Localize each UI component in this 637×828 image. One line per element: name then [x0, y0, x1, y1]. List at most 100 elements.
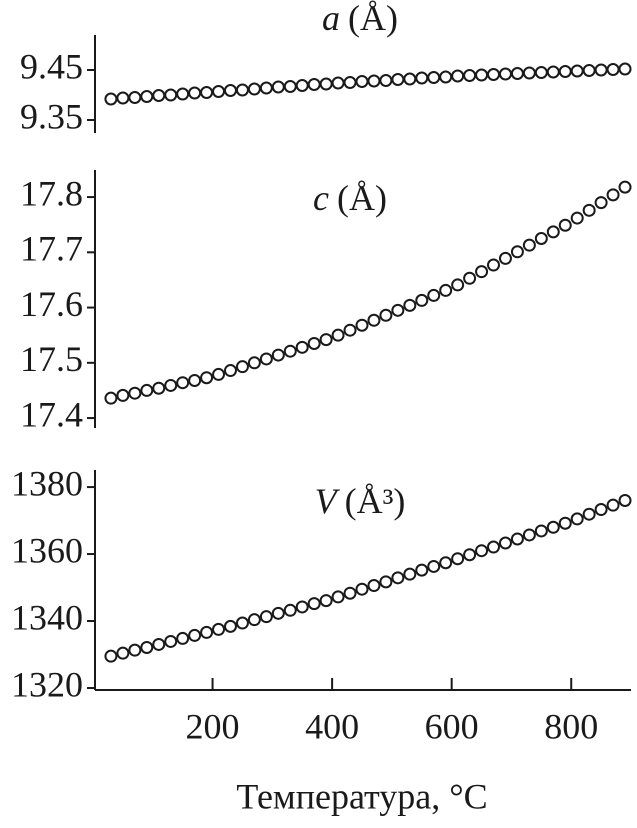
data-point	[415, 71, 429, 85]
data-point	[594, 503, 608, 517]
data-point	[463, 69, 477, 82]
x-tick-label: 600	[425, 706, 479, 746]
y-tick-label: 17.6	[20, 284, 83, 324]
data-point	[391, 73, 405, 86]
data-point	[152, 637, 166, 651]
data-point	[188, 86, 202, 100]
data-point	[475, 265, 489, 279]
data-point	[200, 86, 214, 99]
data-point	[606, 188, 620, 202]
data-point	[343, 323, 357, 337]
data-point	[247, 356, 261, 370]
data-point	[140, 90, 154, 103]
data-point	[307, 336, 321, 350]
data-point	[463, 271, 477, 285]
x-tick-label: 400	[305, 706, 359, 746]
data-point	[510, 67, 524, 80]
data-point	[546, 520, 560, 534]
data-point	[403, 72, 417, 86]
data-point	[570, 211, 584, 225]
data-point	[534, 66, 548, 79]
data-point	[212, 622, 226, 636]
data-point	[259, 610, 273, 624]
panel-title: a (Å)	[322, 0, 398, 38]
data-point	[259, 352, 273, 366]
data-point	[498, 536, 512, 550]
data-point	[164, 634, 178, 648]
data-point	[498, 67, 512, 81]
data-point	[128, 643, 142, 657]
data-point	[427, 559, 441, 573]
data-point	[606, 498, 620, 512]
data-point	[319, 77, 333, 91]
data-point	[558, 65, 572, 78]
data-point	[295, 600, 309, 614]
title-symbol: V	[315, 481, 341, 521]
data-point	[140, 640, 154, 654]
data-point	[582, 203, 596, 217]
data-point	[594, 196, 608, 210]
data-point	[176, 631, 190, 645]
title-unit: (Å)	[348, 0, 398, 38]
data-point	[415, 563, 429, 577]
data-point	[534, 232, 548, 246]
data-point	[140, 383, 154, 397]
data-point	[451, 278, 465, 292]
data-point	[188, 373, 202, 387]
data-point	[403, 298, 417, 312]
data-point	[618, 493, 632, 507]
data-point	[223, 364, 237, 378]
title-unit: (Å)	[337, 178, 387, 218]
data-point	[546, 225, 560, 239]
data-point	[367, 313, 381, 327]
data-point	[582, 507, 596, 521]
data-point	[271, 80, 285, 94]
data-point	[235, 616, 249, 630]
data-point	[367, 579, 381, 593]
data-point	[534, 524, 548, 538]
data-point	[487, 540, 501, 554]
data-point	[570, 64, 584, 78]
data-point	[558, 218, 572, 232]
data-point	[546, 65, 560, 79]
data-point	[403, 567, 417, 581]
data-point	[439, 70, 453, 84]
data-point	[379, 74, 393, 87]
data-point	[331, 328, 345, 342]
data-point	[223, 619, 237, 633]
y-tick-label: 9.45	[20, 46, 83, 86]
data-point	[223, 84, 237, 97]
data-point	[498, 251, 512, 265]
data-point	[343, 76, 357, 89]
data-point	[235, 360, 249, 374]
data-point	[451, 69, 465, 83]
data-point	[271, 348, 285, 362]
data-point	[104, 92, 118, 106]
data-point	[343, 586, 357, 600]
y-tick-label: 1360	[11, 530, 83, 570]
data-point	[128, 386, 142, 400]
data-point	[367, 74, 381, 88]
data-point	[558, 516, 572, 530]
data-point	[212, 367, 226, 381]
data-point	[200, 625, 214, 639]
data-point	[319, 333, 333, 347]
data-point	[247, 613, 261, 627]
data-point	[283, 80, 297, 93]
title-symbol: a	[322, 0, 340, 38]
data-point	[152, 381, 166, 395]
data-point	[475, 68, 489, 82]
data-point	[271, 606, 285, 620]
data-point	[331, 590, 345, 604]
y-tick-label: 17.7	[20, 229, 83, 269]
data-point	[475, 544, 489, 558]
data-point	[152, 89, 166, 102]
data-point	[451, 552, 465, 566]
data-point	[618, 62, 632, 76]
panel-title: c (Å)	[313, 178, 387, 218]
x-axis-label: Температура, °C	[236, 776, 487, 816]
y-tick-label: 17.4	[20, 394, 83, 434]
data-point	[487, 68, 501, 81]
data-point	[379, 575, 393, 589]
data-point	[379, 308, 393, 322]
